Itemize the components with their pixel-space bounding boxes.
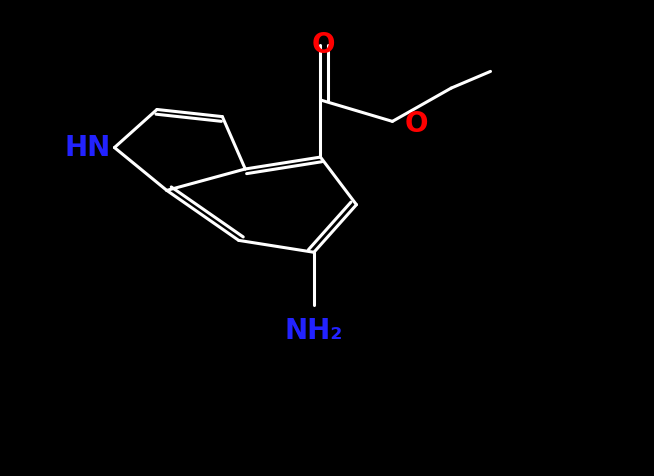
Text: O: O <box>404 110 428 138</box>
Text: NH₂: NH₂ <box>284 317 343 345</box>
Text: O: O <box>312 31 336 59</box>
Text: HN: HN <box>65 134 111 161</box>
